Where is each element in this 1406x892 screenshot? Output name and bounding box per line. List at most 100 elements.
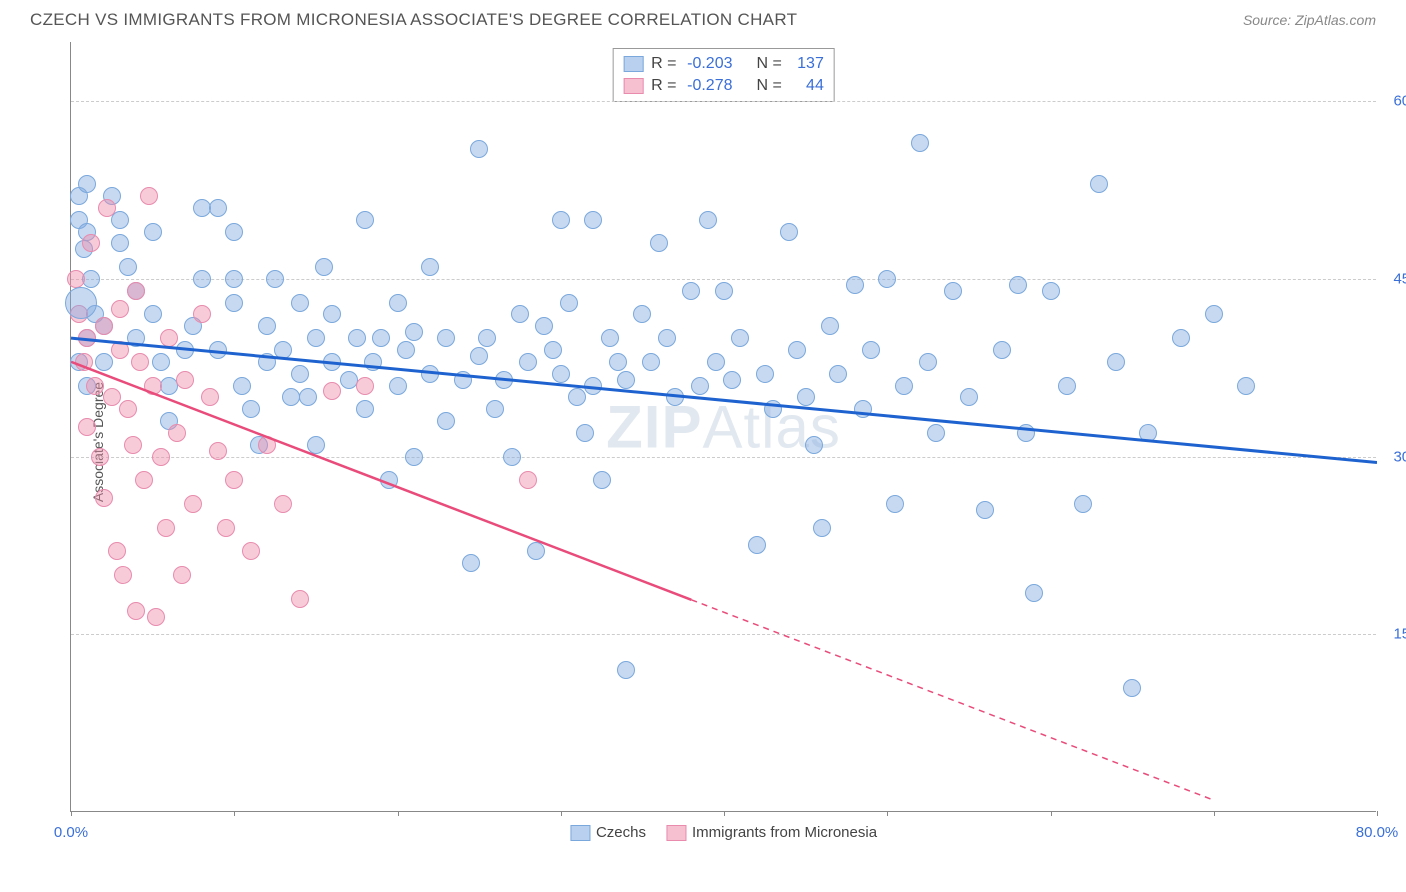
scatter-point bbox=[315, 258, 333, 276]
scatter-point bbox=[503, 448, 521, 466]
scatter-point bbox=[380, 471, 398, 489]
scatter-point bbox=[805, 436, 823, 454]
chart-title: CZECH VS IMMIGRANTS FROM MICRONESIA ASSO… bbox=[30, 10, 797, 30]
legend-swatch bbox=[623, 78, 643, 94]
scatter-point bbox=[642, 353, 660, 371]
scatter-point bbox=[258, 353, 276, 371]
scatter-point bbox=[323, 382, 341, 400]
scatter-point bbox=[258, 317, 276, 335]
scatter-point bbox=[111, 300, 129, 318]
n-value: 137 bbox=[790, 55, 824, 73]
scatter-point bbox=[454, 371, 472, 389]
scatter-point bbox=[552, 365, 570, 383]
scatter-point bbox=[535, 317, 553, 335]
scatter-point bbox=[1205, 305, 1223, 323]
chart-header: CZECH VS IMMIGRANTS FROM MICRONESIA ASSO… bbox=[0, 0, 1406, 36]
scatter-point bbox=[650, 234, 668, 252]
scatter-point bbox=[699, 211, 717, 229]
scatter-point bbox=[405, 323, 423, 341]
scatter-point bbox=[780, 223, 798, 241]
scatter-point bbox=[519, 353, 537, 371]
scatter-point bbox=[131, 353, 149, 371]
scatter-point bbox=[160, 329, 178, 347]
x-tick bbox=[887, 811, 888, 816]
scatter-point bbox=[193, 305, 211, 323]
scatter-point bbox=[307, 329, 325, 347]
scatter-point bbox=[944, 282, 962, 300]
scatter-point bbox=[1107, 353, 1125, 371]
y-tick-label: 30.0% bbox=[1381, 448, 1406, 465]
scatter-point bbox=[1172, 329, 1190, 347]
scatter-point bbox=[1074, 495, 1092, 513]
scatter-point bbox=[927, 424, 945, 442]
scatter-point bbox=[225, 270, 243, 288]
scatter-point bbox=[715, 282, 733, 300]
scatter-point bbox=[86, 377, 104, 395]
scatter-point bbox=[147, 608, 165, 626]
legend-item: Czechs bbox=[570, 824, 646, 841]
scatter-point bbox=[617, 371, 635, 389]
scatter-point bbox=[348, 329, 366, 347]
legend-swatch bbox=[666, 825, 686, 841]
x-tick bbox=[1051, 811, 1052, 816]
r-value: -0.278 bbox=[685, 77, 733, 95]
scatter-point bbox=[91, 448, 109, 466]
scatter-point bbox=[552, 211, 570, 229]
scatter-point bbox=[691, 377, 709, 395]
y-tick-label: 15.0% bbox=[1381, 626, 1406, 643]
scatter-point bbox=[593, 471, 611, 489]
y-tick-label: 45.0% bbox=[1381, 270, 1406, 287]
scatter-point bbox=[495, 371, 513, 389]
scatter-point bbox=[421, 365, 439, 383]
scatter-point bbox=[821, 317, 839, 335]
scatter-point bbox=[108, 542, 126, 560]
scatter-point bbox=[274, 495, 292, 513]
scatter-point bbox=[478, 329, 496, 347]
scatter-point bbox=[176, 341, 194, 359]
scatter-point bbox=[389, 294, 407, 312]
gridline bbox=[71, 101, 1376, 102]
scatter-point bbox=[731, 329, 749, 347]
legend-item: Immigrants from Micronesia bbox=[666, 824, 877, 841]
scatter-point bbox=[225, 223, 243, 241]
scatter-point bbox=[291, 365, 309, 383]
scatter-point bbox=[152, 448, 170, 466]
scatter-point bbox=[462, 554, 480, 572]
scatter-point bbox=[266, 270, 284, 288]
scatter-point bbox=[364, 353, 382, 371]
scatter-point bbox=[544, 341, 562, 359]
scatter-point bbox=[437, 329, 455, 347]
scatter-point bbox=[95, 317, 113, 335]
scatter-point bbox=[519, 471, 537, 489]
scatter-point bbox=[666, 388, 684, 406]
scatter-point bbox=[242, 542, 260, 560]
scatter-point bbox=[723, 371, 741, 389]
scatter-point bbox=[65, 287, 97, 319]
trend-lines bbox=[71, 42, 1377, 812]
scatter-point bbox=[193, 270, 211, 288]
scatter-point bbox=[340, 371, 358, 389]
scatter-point bbox=[291, 590, 309, 608]
scatter-point bbox=[437, 412, 455, 430]
scatter-point bbox=[95, 489, 113, 507]
scatter-point bbox=[209, 341, 227, 359]
scatter-point bbox=[233, 377, 251, 395]
scatter-point bbox=[397, 341, 415, 359]
scatter-point bbox=[682, 282, 700, 300]
scatter-point bbox=[127, 602, 145, 620]
scatter-point bbox=[209, 442, 227, 460]
scatter-point bbox=[1139, 424, 1157, 442]
scatter-point bbox=[209, 199, 227, 217]
n-label: N = bbox=[757, 55, 782, 73]
scatter-point bbox=[1123, 679, 1141, 697]
scatter-point bbox=[1237, 377, 1255, 395]
scatter-point bbox=[176, 371, 194, 389]
n-label: N = bbox=[757, 77, 782, 95]
r-label: R = bbox=[651, 55, 676, 73]
scatter-point bbox=[103, 388, 121, 406]
plot-area: ZIPAtlas R =-0.203N =137R =-0.278N =44 C… bbox=[70, 42, 1376, 812]
scatter-point bbox=[225, 471, 243, 489]
x-tick bbox=[1214, 811, 1215, 816]
scatter-point bbox=[797, 388, 815, 406]
scatter-point bbox=[911, 134, 929, 152]
